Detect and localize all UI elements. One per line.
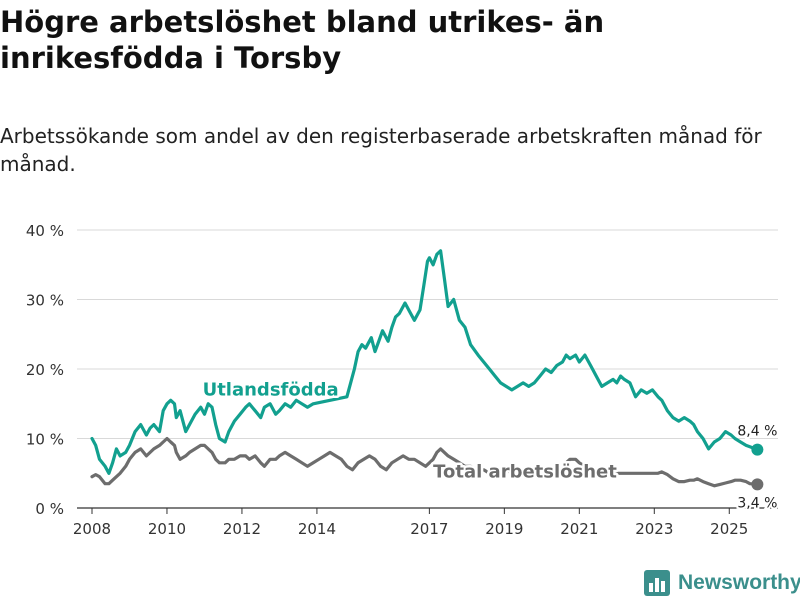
line-chart: 0 % 10 % 20 % 30 % 40 % 2008 2010 2012 2014 2017…: [26, 222, 780, 538]
y-tick-label: 30 %: [26, 292, 64, 310]
end-point-utlandsfodda: [751, 443, 764, 456]
x-tick-label: 2014: [298, 520, 336, 538]
x-tick-label: 2012: [223, 520, 261, 538]
series-line-total: [90, 436, 760, 488]
x-tick-label: 2008: [73, 520, 111, 538]
x-tick-label: 2017: [410, 520, 448, 538]
end-label-utlandsfodda: 8,4 %: [737, 424, 777, 440]
y-tick-label: 0 %: [35, 500, 64, 518]
series-label-total: Total arbetslöshet: [433, 461, 617, 482]
newsworthy-wordmark: Newsworthy: [678, 571, 800, 594]
x-tick-label: 2021: [560, 520, 598, 538]
y-tick-label: 20 %: [26, 361, 64, 379]
series-lines: [90, 249, 764, 491]
y-axis-ticks: 0 % 10 % 20 % 30 % 40 %: [26, 222, 64, 518]
x-tick-label: 2025: [710, 520, 748, 538]
series-labels: Utlandsfödda Total arbetslöshet 8,4 % 3,4 %: [200, 377, 779, 513]
x-axis-ticks: 2008 2010 2012 2014 2017 2019 2021 2023 2025: [73, 508, 748, 538]
newsworthy-icon: [644, 570, 670, 596]
x-tick-label: 2023: [635, 520, 673, 538]
series-label-utlandsfodda: Utlandsfödda: [203, 379, 339, 400]
y-tick-label: 10 %: [26, 431, 64, 449]
newsworthy-logo[interactable]: Newsworthy: [644, 569, 800, 597]
end-point-total: [751, 478, 764, 491]
end-label-total: 3,4 %: [737, 495, 777, 511]
y-tick-label: 40 %: [26, 222, 64, 240]
x-tick-label: 2019: [485, 520, 523, 538]
gridlines: [77, 229, 778, 509]
chart-subtitle: Arbetssökande som andel av den registerb…: [0, 124, 762, 176]
series-line-utlandsfodda: [90, 249, 760, 475]
x-tick-label: 2010: [148, 520, 186, 538]
chart-title: Högre arbetslöshet bland utrikes- än inr…: [0, 5, 605, 75]
